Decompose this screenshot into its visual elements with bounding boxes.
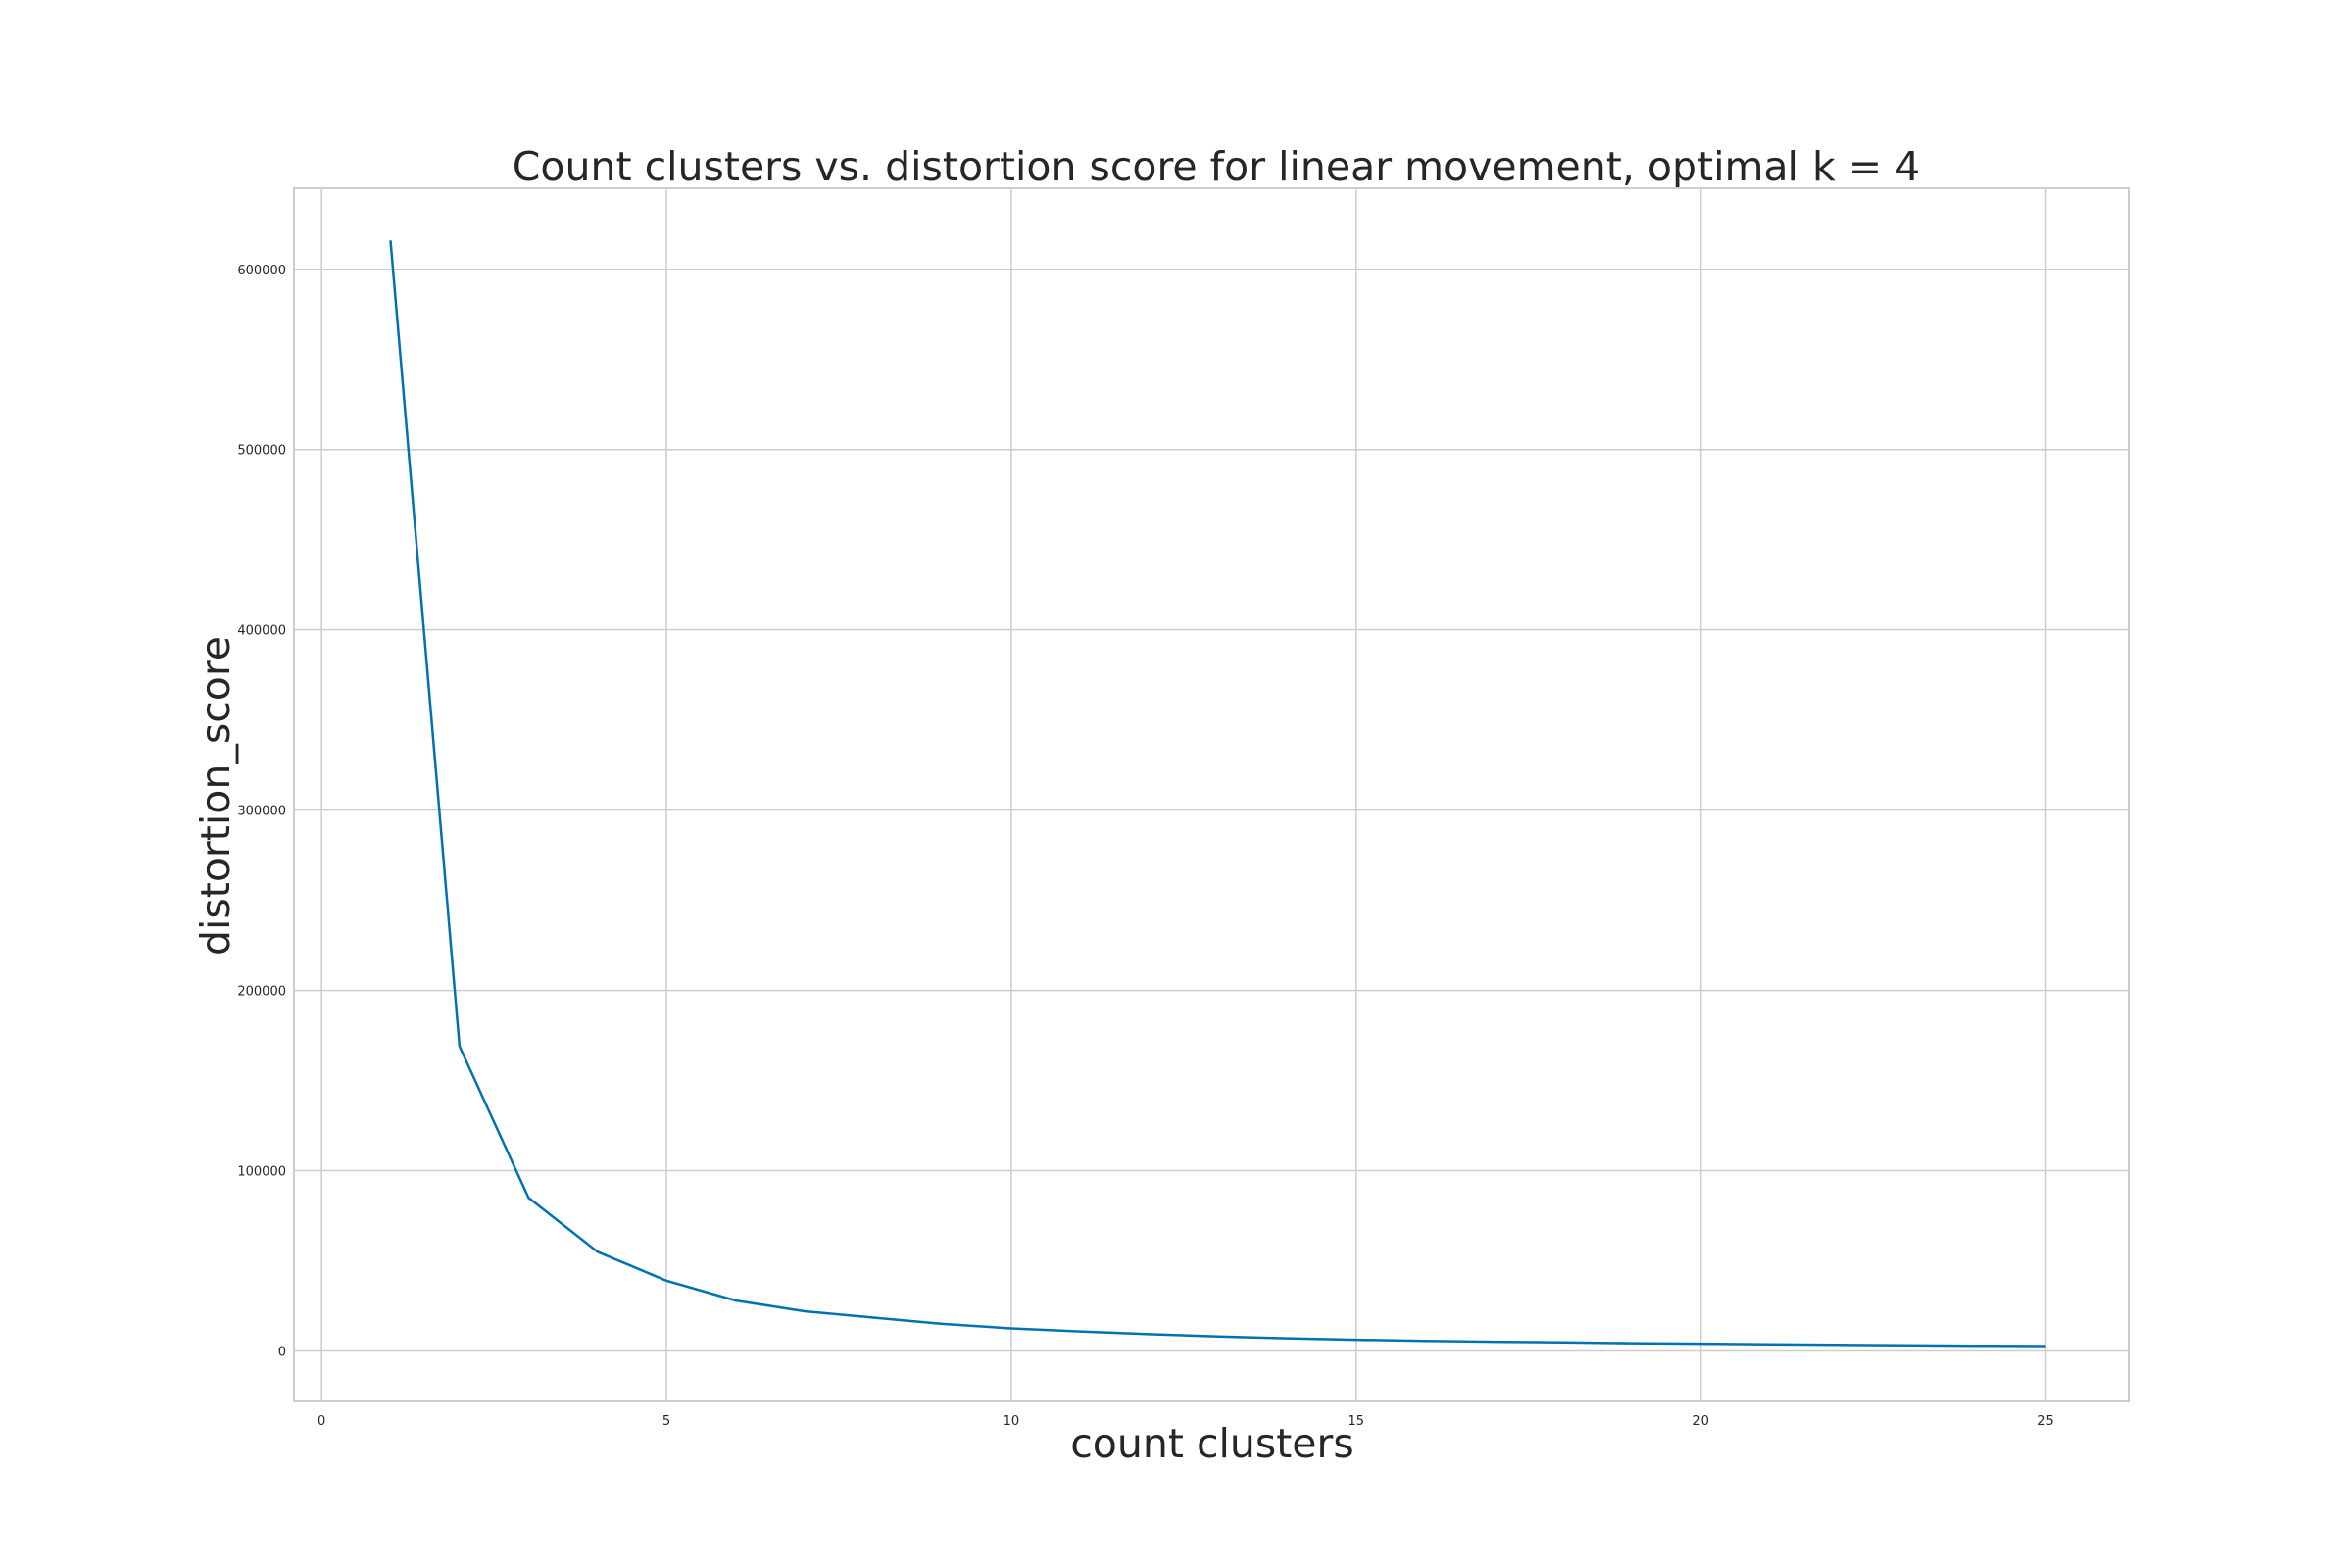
x-tick-label: 10 [1004,1414,1020,1429]
tick-layer: 0 5 10 15 20 25 0 100000 200000 300000 400000 50000… [237,264,2053,1429]
y-axis-label: distortion_score [192,636,239,956]
y-tick-label: 200000 [237,985,286,1000]
y-tick-label: 600000 [237,264,286,278]
grid-layer [294,188,2129,1401]
x-tick-label: 15 [1348,1414,1365,1429]
y-tick-label: 0 [278,1345,286,1359]
x-axis-label: count clusters [1070,1420,1354,1467]
y-tick-label: 100000 [237,1165,286,1180]
chart-title: Count clusters vs. distortion score for … [513,143,1920,190]
x-tick-label: 0 [318,1414,325,1429]
x-tick-label: 5 [662,1414,670,1429]
y-tick-label: 300000 [237,805,286,819]
y-tick-label: 400000 [237,624,286,639]
y-tick-label: 500000 [237,444,286,459]
series-line-0 [389,240,2046,1348]
x-tick-label: 25 [2037,1414,2054,1429]
plot-frame [293,187,2130,1402]
series-layer [389,240,2046,1348]
x-tick-label: 20 [1692,1414,1709,1429]
